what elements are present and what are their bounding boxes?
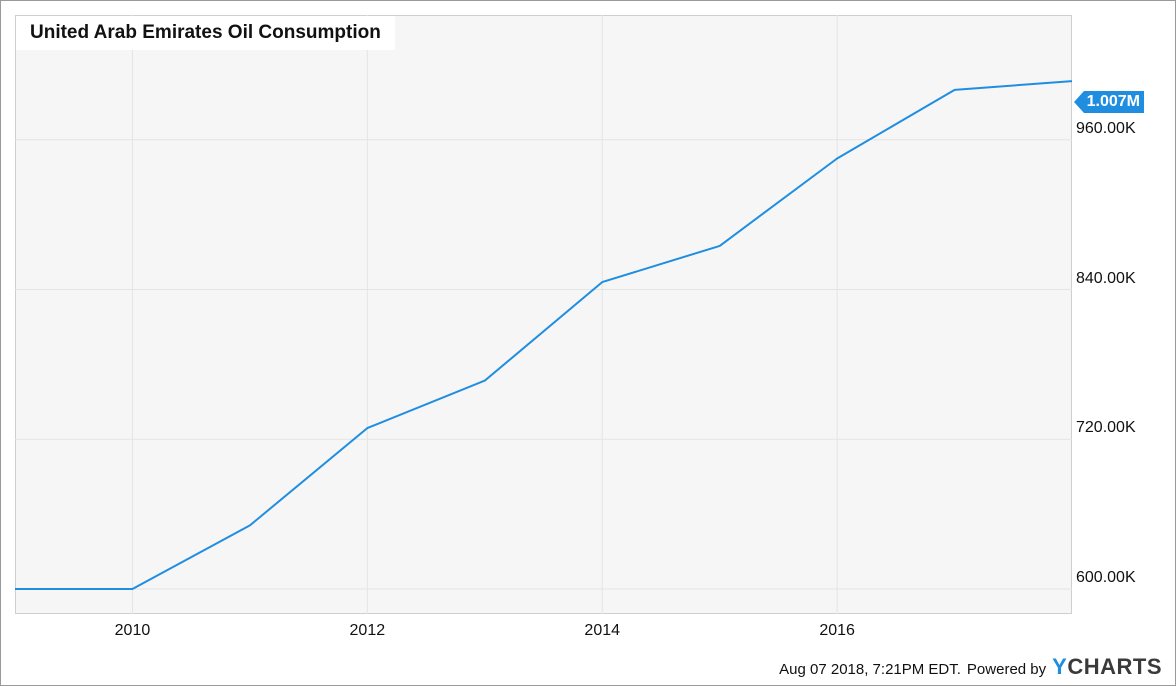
chart-title: United Arab Emirates Oil Consumption bbox=[16, 16, 395, 50]
data-point bbox=[482, 378, 488, 384]
y-tick-label: 960.00K bbox=[1076, 119, 1136, 137]
last-value-badge: 1.007M bbox=[1074, 91, 1144, 113]
data-point bbox=[12, 586, 18, 592]
x-tick-label: 2010 bbox=[114, 622, 151, 639]
last-value-label: 1.007M bbox=[1086, 93, 1140, 110]
plot-area bbox=[15, 15, 1072, 614]
y-tick-label: 720.00K bbox=[1076, 419, 1136, 437]
data-point bbox=[364, 425, 370, 431]
data-point bbox=[717, 243, 723, 249]
y-tick-label: 600.00K bbox=[1076, 569, 1136, 587]
data-point bbox=[834, 156, 840, 162]
footer-powered-by: Powered by bbox=[966, 661, 1047, 678]
y-tick-label: 840.00K bbox=[1076, 269, 1136, 287]
chart-footer: Aug 07 2018, 7:21PM EDT. Powered by YCHA… bbox=[779, 654, 1162, 680]
data-point bbox=[952, 87, 958, 93]
ycharts-logo-y: Y bbox=[1052, 654, 1068, 679]
data-point bbox=[247, 522, 253, 528]
data-point bbox=[1069, 78, 1075, 84]
series-line bbox=[15, 80, 1073, 590]
chart-title-text: United Arab Emirates Oil Consumption bbox=[30, 22, 381, 43]
ycharts-logo[interactable]: YCHARTS bbox=[1052, 654, 1162, 680]
data-point bbox=[599, 279, 605, 285]
x-tick-label: 2012 bbox=[349, 622, 386, 639]
footer-timestamp: Aug 07 2018, 7:21PM EDT. bbox=[779, 661, 961, 678]
ycharts-logo-text: CHARTS bbox=[1067, 654, 1162, 679]
x-tick-label: 2016 bbox=[819, 622, 855, 639]
data-point bbox=[129, 586, 135, 592]
x-tick-label: 2014 bbox=[584, 622, 621, 639]
